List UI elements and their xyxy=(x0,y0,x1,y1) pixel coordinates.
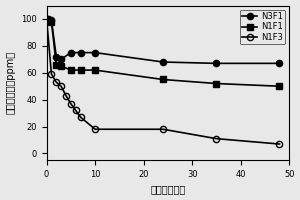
N3F1 xyxy=(214,62,218,65)
N1F1 xyxy=(93,69,97,71)
N1F3 xyxy=(59,85,63,87)
N3F1 xyxy=(45,18,48,20)
N3F1 xyxy=(161,61,165,63)
N3F1 xyxy=(55,55,58,58)
X-axis label: 时间（小时）: 时间（小时） xyxy=(150,184,185,194)
N1F3 xyxy=(161,128,165,130)
N3F1 xyxy=(50,19,53,22)
N1F1 xyxy=(79,69,82,71)
N1F1 xyxy=(50,20,53,23)
N1F1 xyxy=(69,69,73,71)
N1F3 xyxy=(69,102,73,105)
Legend: N3F1, N1F1, N1F3: N3F1, N1F1, N1F3 xyxy=(240,10,285,44)
N1F3 xyxy=(50,73,53,75)
N1F3 xyxy=(74,109,77,112)
N1F1 xyxy=(161,78,165,81)
N1F1 xyxy=(278,85,281,87)
N1F1 xyxy=(45,18,48,20)
N1F3 xyxy=(45,18,48,20)
N3F1 xyxy=(59,58,63,61)
N3F1 xyxy=(278,62,281,65)
Y-axis label: 金离子浓度（ppm）: 金离子浓度（ppm） xyxy=(6,51,16,114)
N1F1 xyxy=(59,65,63,67)
N1F3 xyxy=(278,143,281,145)
N1F3 xyxy=(64,94,68,97)
Line: N1F3: N1F3 xyxy=(44,16,283,147)
Line: N3F1: N3F1 xyxy=(44,16,283,66)
N1F3 xyxy=(79,116,82,118)
N1F3 xyxy=(55,81,58,83)
N1F1 xyxy=(214,82,218,85)
N3F1 xyxy=(69,51,73,54)
N1F3 xyxy=(214,137,218,140)
N1F1 xyxy=(55,64,58,66)
Line: N1F1: N1F1 xyxy=(44,16,283,89)
N1F3 xyxy=(93,128,97,130)
N3F1 xyxy=(93,51,97,54)
N3F1 xyxy=(79,51,82,54)
